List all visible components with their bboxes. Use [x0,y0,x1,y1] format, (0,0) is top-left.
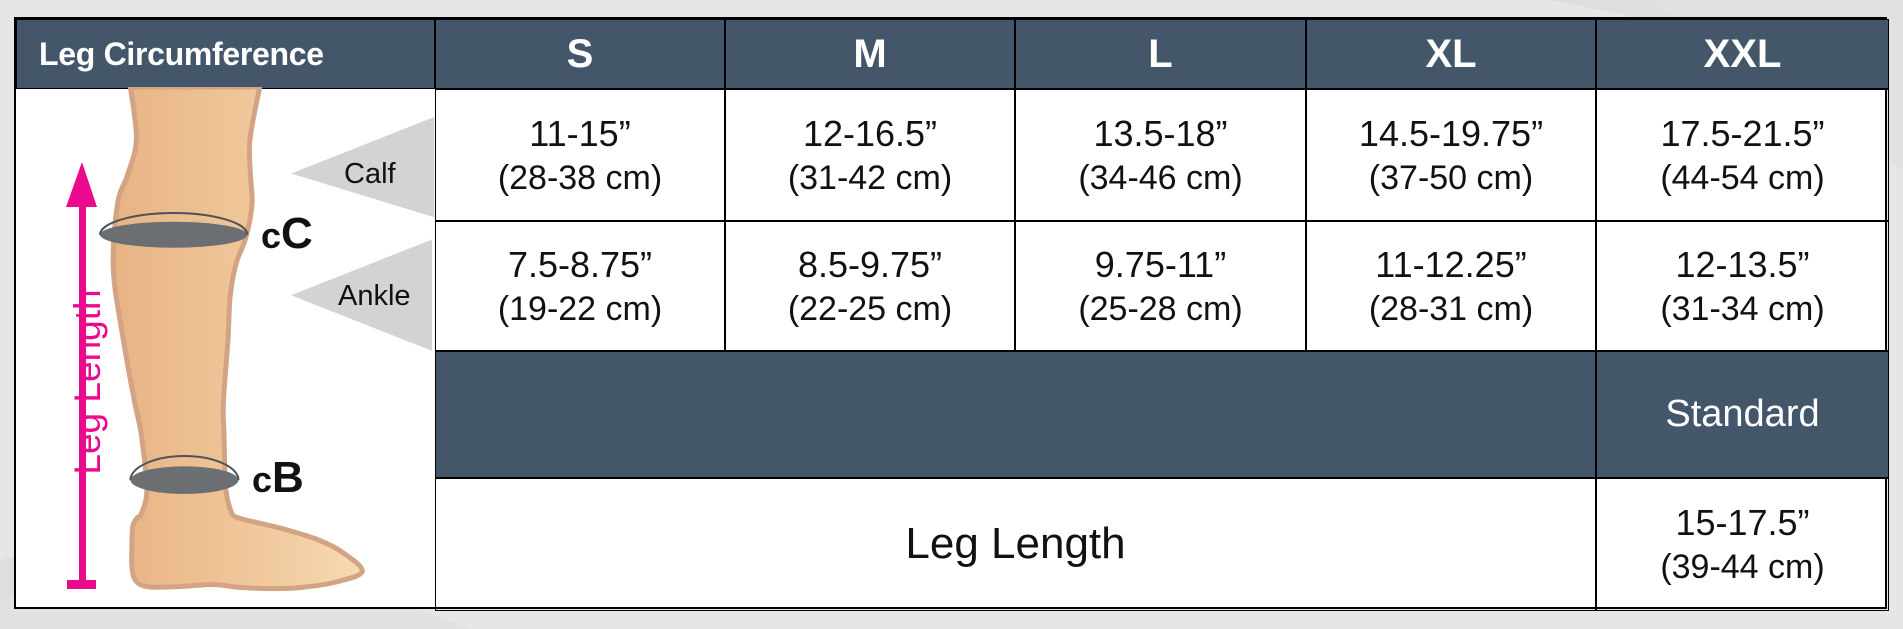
svg-text:Ankle: Ankle [338,280,411,312]
svg-text:cB: cB [252,453,304,502]
svg-text:Calf: Calf [344,158,397,190]
